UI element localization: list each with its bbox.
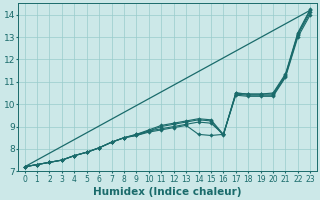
X-axis label: Humidex (Indice chaleur): Humidex (Indice chaleur): [93, 187, 242, 197]
